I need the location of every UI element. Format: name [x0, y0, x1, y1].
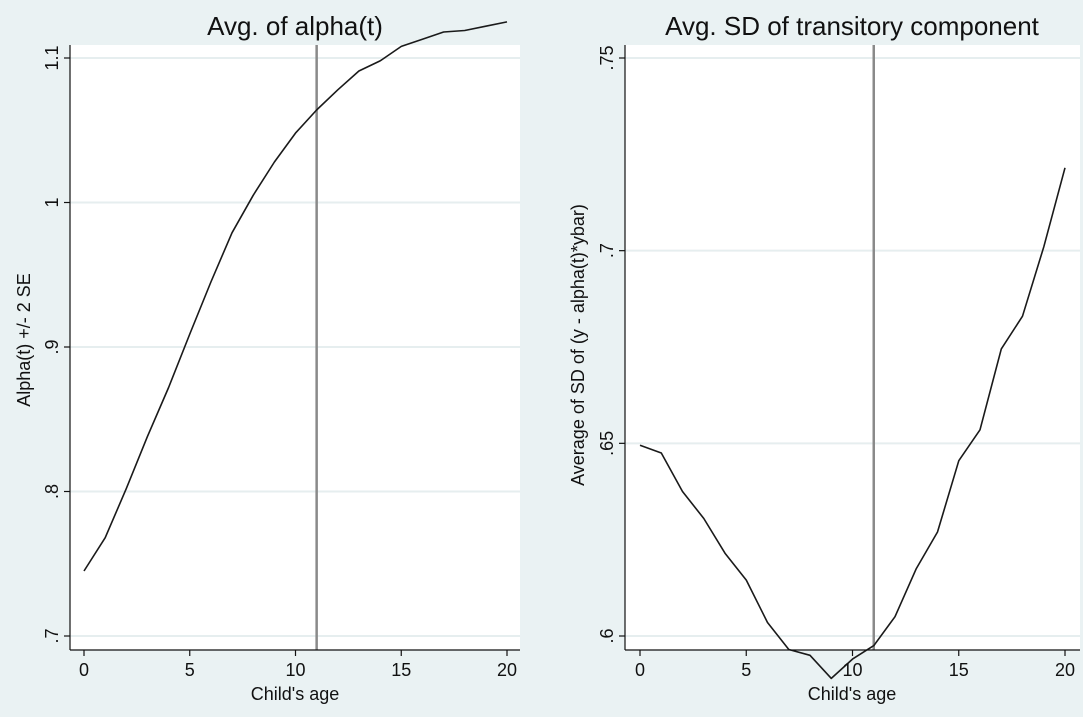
x-tick-label: 20 — [497, 660, 517, 680]
y-tick-label: .7 — [597, 243, 617, 258]
x-axis-label: Child's age — [808, 684, 897, 704]
axis-ticks: .7 .8 .9 1 1.1 0 5 10 15 20 — [42, 45, 517, 680]
x-tick-label: 5 — [185, 660, 195, 680]
x-axis-label: Child's age — [251, 684, 340, 704]
series-line — [639, 167, 1066, 680]
series-line — [83, 21, 508, 572]
x-tick-label: 0 — [635, 660, 645, 680]
y-tick-label: .9 — [42, 339, 62, 354]
x-tick-label: 15 — [391, 660, 411, 680]
plot-area — [625, 45, 1080, 650]
y-tick-label: 1.1 — [42, 45, 62, 70]
x-tick-label: 0 — [79, 660, 89, 680]
x-tick-label: 15 — [949, 660, 969, 680]
y-tick-label: .75 — [597, 45, 617, 70]
grid-lines — [70, 57, 520, 637]
axis-ticks: .6 .65 .7 .75 0 5 10 15 20 — [597, 45, 1075, 680]
chart-title: Avg. of alpha(t) — [207, 11, 383, 41]
x-tick-label: 10 — [285, 660, 305, 680]
grid-lines — [625, 57, 1080, 637]
chart-title: Avg. SD of transitory component — [665, 11, 1040, 41]
series-layer — [639, 167, 1066, 680]
y-tick-label: .7 — [42, 628, 62, 643]
y-tick-label: 1 — [42, 197, 62, 207]
panel-alpha: .7 .8 .9 1 1.1 0 5 10 15 20 Avg. of alpha(t) Chil… — [14, 11, 520, 704]
x-tick-label: 5 — [741, 660, 751, 680]
y-tick-label: .8 — [42, 484, 62, 499]
x-tick-label: 20 — [1055, 660, 1075, 680]
y-axis-label: Average of SD of (y - alpha(t)*ybar) — [568, 204, 588, 486]
x-tick-label: 10 — [842, 660, 862, 680]
y-axis-label: Alpha(t) +/- 2 SE — [14, 273, 34, 407]
y-tick-label: .6 — [597, 628, 617, 643]
y-tick-label: .65 — [597, 431, 617, 456]
series-layer — [83, 21, 508, 572]
panel-transitory-sd: .6 .65 .7 .75 0 5 10 15 20 Avg. SD of transitory… — [568, 11, 1080, 704]
